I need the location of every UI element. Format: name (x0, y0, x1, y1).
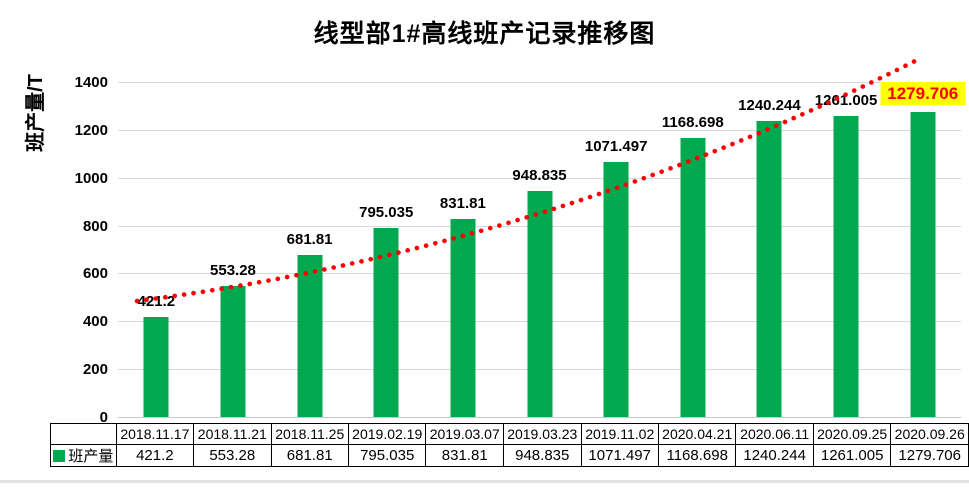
table-value-row: 班产量 421.2 553.28 681.81 795.035 831.81 948.835… (50, 444, 969, 467)
x-axis-category-cell: 2019.03.07 (425, 423, 504, 445)
y-tick-label: 1000 (74, 169, 108, 187)
series-value-cell: 1168.698 (657, 444, 737, 467)
y-tick-label: 0 (99, 409, 108, 426)
x-axis-category-cell: 2020.04.21 (657, 423, 737, 445)
x-axis-category-cell: 2019.11.02 (580, 423, 659, 445)
bar (297, 254, 323, 418)
y-tick-label: 400 (82, 313, 108, 331)
bar-column: 948.835 (501, 59, 578, 418)
bar (756, 121, 782, 418)
bar (220, 285, 246, 418)
x-axis-line (118, 417, 961, 418)
bar (910, 111, 936, 418)
bar (680, 138, 706, 418)
bar-column: 1168.698 (654, 59, 731, 418)
x-axis-category-cell: 2018.11.21 (193, 423, 272, 445)
y-tick-label: 600 (82, 265, 108, 283)
x-axis-category-cell: 2018.11.25 (270, 423, 349, 445)
bar (833, 116, 859, 418)
series-value-cell: 1240.244 (735, 444, 814, 467)
bar-data-label: 421.2 (137, 293, 176, 311)
y-tick-label: 1200 (74, 121, 108, 139)
bar-data-label: 1261.005 (814, 92, 878, 110)
bar-column: 1279.706 (880, 59, 966, 418)
x-axis-category-cell: 2019.03.23 (502, 423, 582, 445)
series-value-cell: 795.035 (347, 444, 427, 467)
bar-data-label: 1240.244 (738, 97, 801, 115)
bar-data-label-highlighted: 1279.706 (880, 81, 966, 105)
x-axis-category-cell: 2020.09.25 (812, 423, 892, 445)
table-corner-spacer (50, 423, 117, 445)
x-axis-category-cell: 2019.02.19 (347, 423, 427, 445)
bar-data-label: 948.835 (512, 166, 567, 184)
y-axis-ticks: 0 200 400 600 800 1000 1200 1400 (28, 59, 108, 426)
bar (373, 227, 399, 418)
bar (450, 218, 476, 418)
bar (143, 317, 169, 418)
series-value-cell: 681.81 (270, 444, 349, 467)
y-tick-label: 1400 (74, 73, 108, 91)
bar-data-label: 1071.497 (584, 137, 648, 155)
x-axis-category-cell: 2020.06.11 (735, 423, 814, 445)
y-tick-label: 200 (82, 361, 108, 379)
y-tick-label: 800 (82, 217, 108, 235)
data-table: 2018.11.17 2018.11.21 2018.11.25 2019.02.19… (50, 423, 969, 467)
bar-data-label: 553.28 (210, 261, 256, 279)
bar-column: 553.28 (195, 59, 272, 418)
bar-column: 1071.497 (578, 59, 655, 418)
legend-label: 班产量 (68, 448, 114, 465)
series-value-cell: 421.2 (115, 444, 195, 467)
bar-column: 795.035 (348, 59, 425, 418)
bar-data-label: 1168.698 (661, 114, 724, 132)
x-axis-category-cell: 2020.09.26 (890, 423, 969, 445)
series-value-cell: 1279.706 (890, 444, 969, 467)
series-value-cell: 831.81 (425, 444, 504, 467)
legend-cell: 班产量 (50, 444, 117, 467)
bar-column: 681.81 (271, 59, 348, 418)
table-date-row: 2018.11.17 2018.11.21 2018.11.25 2019.02.19… (50, 423, 969, 445)
plot-area: 421.2 553.28 681.81 795.035 831.81 948.835 107… (118, 57, 966, 418)
bar-column: 1240.244 (731, 59, 808, 418)
bottom-divider (0, 480, 969, 483)
series-value-cell: 948.835 (502, 444, 582, 467)
series-value-cell: 1261.005 (812, 444, 892, 467)
bars-layer: 421.2 553.28 681.81 795.035 831.81 948.835 107… (118, 59, 966, 418)
series-value-cell: 553.28 (193, 444, 272, 467)
bar (603, 161, 629, 418)
x-axis-category-cell: 2018.11.17 (115, 423, 195, 445)
legend-swatch-icon (53, 450, 66, 462)
bar (527, 190, 553, 418)
bar-column: 421.2 (118, 59, 195, 418)
chart-title: 线型部1#高线班产记录推移图 (313, 20, 656, 48)
bar-column: 1261.005 (808, 59, 885, 418)
data-table-wrap: 2018.11.17 2018.11.21 2018.11.25 2019.02.19… (50, 423, 969, 467)
series-value-cell: 1071.497 (580, 444, 659, 467)
bar-data-label: 681.81 (286, 230, 333, 248)
bar-data-label: 831.81 (439, 194, 486, 212)
bar-data-label: 795.035 (359, 203, 414, 221)
bar-column: 831.81 (425, 59, 502, 418)
